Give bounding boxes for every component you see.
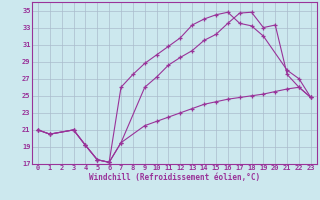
X-axis label: Windchill (Refroidissement éolien,°C): Windchill (Refroidissement éolien,°C) [89,173,260,182]
